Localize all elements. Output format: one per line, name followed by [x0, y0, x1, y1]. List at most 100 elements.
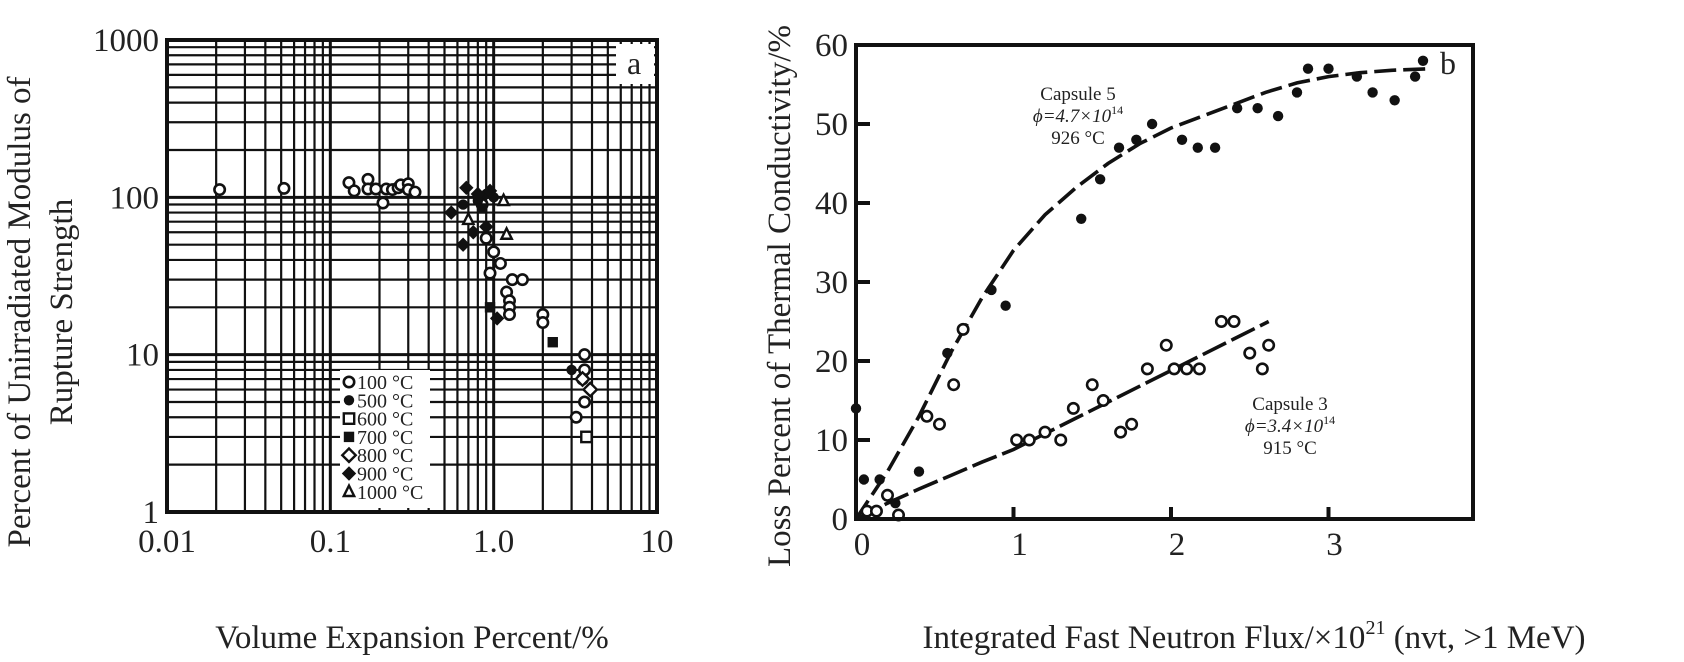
- chart-b-point-capsule-5: [1076, 213, 1087, 224]
- chart-b-x-axis-title: Integrated Fast Neutron Flux/×1021 (nvt,…: [922, 617, 1585, 656]
- chart-a-panel-label: a: [627, 45, 641, 81]
- chart-a-point-100c: [505, 273, 519, 287]
- chart-a-point-900c: [455, 237, 471, 252]
- chart-a-legend-marker: [342, 375, 356, 389]
- chart-a-point-100c: [483, 266, 497, 280]
- chart-a-legend-label: 600 °C: [357, 409, 413, 431]
- chart-a-legend-label: 900 °C: [357, 464, 413, 486]
- chart-b-point-capsule-3: [1085, 378, 1099, 392]
- chart-a-point-700c: [476, 203, 488, 214]
- chart-a-panel-label-background: [616, 44, 654, 84]
- chart-b-y-tick-label: 0: [832, 502, 849, 538]
- chart-b-point-capsule-3: [1114, 425, 1128, 439]
- chart-b-x-tick-labels: 0 1 2 3: [854, 527, 1343, 563]
- chart-b-point-capsule-5: [1302, 63, 1314, 74]
- chart-b-point-capsule-5: [858, 474, 870, 485]
- chart-b-point-capsule-3: [1066, 401, 1080, 415]
- chart-a-point-100c: [502, 308, 516, 322]
- chart-b-point-capsule-3: [1159, 338, 1173, 352]
- chart-a-points: [213, 172, 599, 444]
- chart-b-y-tick-label: 50: [815, 107, 848, 143]
- chart-a-point-1000c: [499, 225, 514, 240]
- chart-a-y-tick-label: 1: [143, 495, 160, 531]
- chart-b-point-capsule-3: [1214, 314, 1228, 328]
- chart-b-point-capsule-5: [1209, 142, 1221, 153]
- chart-b-point-capsule-3: [1262, 338, 1276, 352]
- chart-b-point-capsule-5: [1094, 174, 1106, 185]
- chart-a-point-600c: [580, 430, 593, 444]
- chart-b-point-capsule-5: [1367, 87, 1378, 98]
- chart-b-point-capsule-5: [1176, 134, 1188, 145]
- chart-a-point-500c: [457, 199, 469, 210]
- chart-b-x-tick-label: 1: [1011, 527, 1028, 563]
- chart-b-point-capsule-3: [1180, 362, 1194, 376]
- chart-a-grid: [167, 40, 657, 512]
- chart-a-x-axis-title: Volume Expansion Percent/%: [215, 620, 609, 656]
- chart-b-point-capsule-3: [956, 322, 970, 336]
- chart-b-point-capsule-5: [890, 498, 901, 509]
- chart-b-points: [850, 55, 1429, 522]
- chart-a-point-100c: [479, 231, 493, 245]
- chart-b-panel-label: b: [1440, 45, 1456, 81]
- chart-b-point-capsule-3: [947, 378, 961, 392]
- chart-b-point-capsule-3: [1140, 362, 1154, 376]
- chart-a-point-1000c: [496, 191, 511, 207]
- chart-a-x-tick-label: 0.1: [310, 524, 351, 560]
- annotation-flux-value: ϕ=3.4×10: [1245, 416, 1324, 437]
- chart-a-point-100c: [578, 348, 592, 362]
- chart-a-x-tick-label: 10: [641, 524, 674, 560]
- annotation-flux-exponent: 14: [1111, 103, 1123, 117]
- chart-a-legend-label: 100 °C: [357, 372, 413, 394]
- chart-b-point-capsule-5: [1131, 134, 1142, 145]
- chart-b-x-tick-label: 2: [1169, 527, 1186, 563]
- chart-b-x-axis-title-main: Integrated Fast Neutron Flux/×10: [922, 620, 1365, 656]
- chart-b-point-capsule-5: [942, 347, 953, 359]
- chart-a-legend-background: [340, 370, 430, 508]
- chart-a-legend-label: 1000 °C: [357, 482, 423, 504]
- chart-b-plot-frame: [854, 43, 1475, 521]
- chart-b-point-capsule-5: [986, 284, 997, 296]
- chart-b-point-capsule-5: [874, 474, 885, 485]
- chart-b-tick-marks: [856, 122, 1331, 519]
- chart-a-legend-label: 800 °C: [357, 445, 413, 467]
- chart-b-y-tick-label: 60: [815, 28, 848, 64]
- annotation-flux-exponent: 14: [1323, 413, 1335, 427]
- chart-a-point-800c: [581, 381, 599, 398]
- chart-a-point-100c: [569, 410, 583, 424]
- chart-b-x-axis-title-suffix: (nvt, >1 MeV): [1385, 620, 1585, 656]
- chart-a-point-100c: [536, 316, 550, 330]
- chart-a-point-100c: [376, 196, 390, 210]
- chart-a-legend-label: 500 °C: [357, 390, 413, 412]
- chart-a-point-100c: [578, 395, 592, 409]
- chart-b-fit-curves: [854, 66, 1431, 521]
- chart-b-point-capsule-3: [1167, 362, 1181, 376]
- chart-a-point-100c: [347, 184, 361, 198]
- chart-a-point-100c: [213, 183, 227, 197]
- chart-a-y-tick-label: 1000: [93, 23, 159, 59]
- chart-b-y-tick-label: 40: [815, 186, 848, 222]
- chart-b-point-capsule-3: [1010, 433, 1024, 447]
- chart-b-point-capsule-5: [1409, 71, 1421, 82]
- chart-a-point-100c: [493, 256, 507, 270]
- annotation-flux-value: ϕ=4.7×10: [1033, 106, 1112, 127]
- chart-b-point-capsule-3: [869, 504, 883, 518]
- chart-a-point-100c: [408, 185, 422, 199]
- chart-b-point-capsule-3: [1022, 433, 1036, 447]
- chart-b-point-capsule-5: [913, 466, 925, 477]
- chart-b-point-capsule-3: [880, 488, 894, 502]
- chart-a-legend-marker: [342, 412, 356, 425]
- chart-a-point-700c: [484, 302, 496, 313]
- annotation-temperature: 926 °C: [1051, 128, 1105, 149]
- chart-a-plot-frame: [165, 38, 659, 514]
- chart-a-point-900c: [466, 225, 481, 240]
- chart-b-y-tick-label: 20: [815, 344, 848, 380]
- chart-a-point-100c: [487, 245, 501, 259]
- chart-b-point-capsule-3: [1038, 425, 1052, 439]
- chart-a-legend-marker: [341, 482, 357, 498]
- chart-b-y-tick-label: 10: [815, 423, 848, 459]
- chart-b-point-capsule-5: [1351, 71, 1363, 82]
- chart-b-point-capsule-3: [1192, 362, 1206, 376]
- chart-a-legend-marker: [341, 466, 357, 481]
